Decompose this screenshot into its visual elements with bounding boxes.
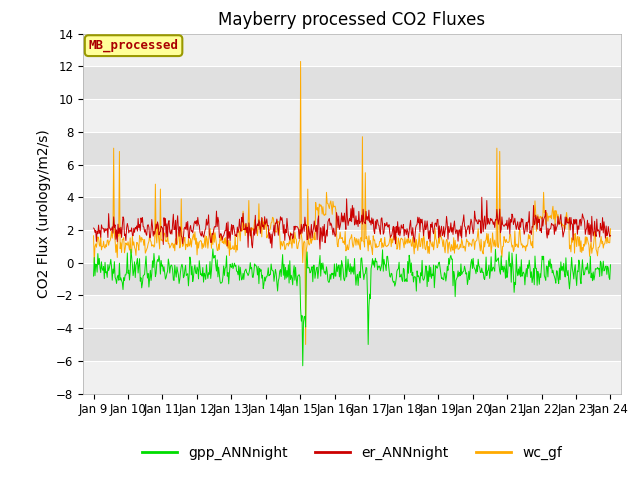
Text: MB_processed: MB_processed bbox=[88, 39, 179, 52]
Title: Mayberry processed CO2 Fluxes: Mayberry processed CO2 Fluxes bbox=[218, 11, 486, 29]
Bar bbox=[83, 165, 621, 197]
Legend: gpp_ANNnight, er_ANNnight, wc_gf: gpp_ANNnight, er_ANNnight, wc_gf bbox=[136, 441, 568, 466]
Bar bbox=[83, 34, 621, 66]
Bar bbox=[83, 361, 621, 394]
Bar bbox=[83, 230, 621, 263]
Bar bbox=[83, 99, 621, 132]
Bar bbox=[83, 295, 621, 328]
Y-axis label: CO2 Flux (urology/m2/s): CO2 Flux (urology/m2/s) bbox=[36, 129, 51, 298]
